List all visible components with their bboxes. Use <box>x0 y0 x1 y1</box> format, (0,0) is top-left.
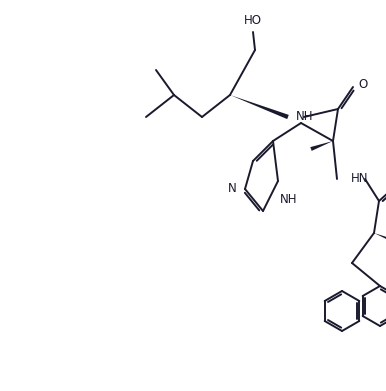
Text: NH: NH <box>280 193 298 206</box>
Text: HO: HO <box>244 14 262 27</box>
Text: N: N <box>228 183 237 196</box>
Polygon shape <box>230 95 289 119</box>
Polygon shape <box>374 233 386 245</box>
Text: NH: NH <box>296 111 313 124</box>
Text: O: O <box>358 79 367 91</box>
Text: HN: HN <box>351 172 369 185</box>
Polygon shape <box>310 141 333 151</box>
